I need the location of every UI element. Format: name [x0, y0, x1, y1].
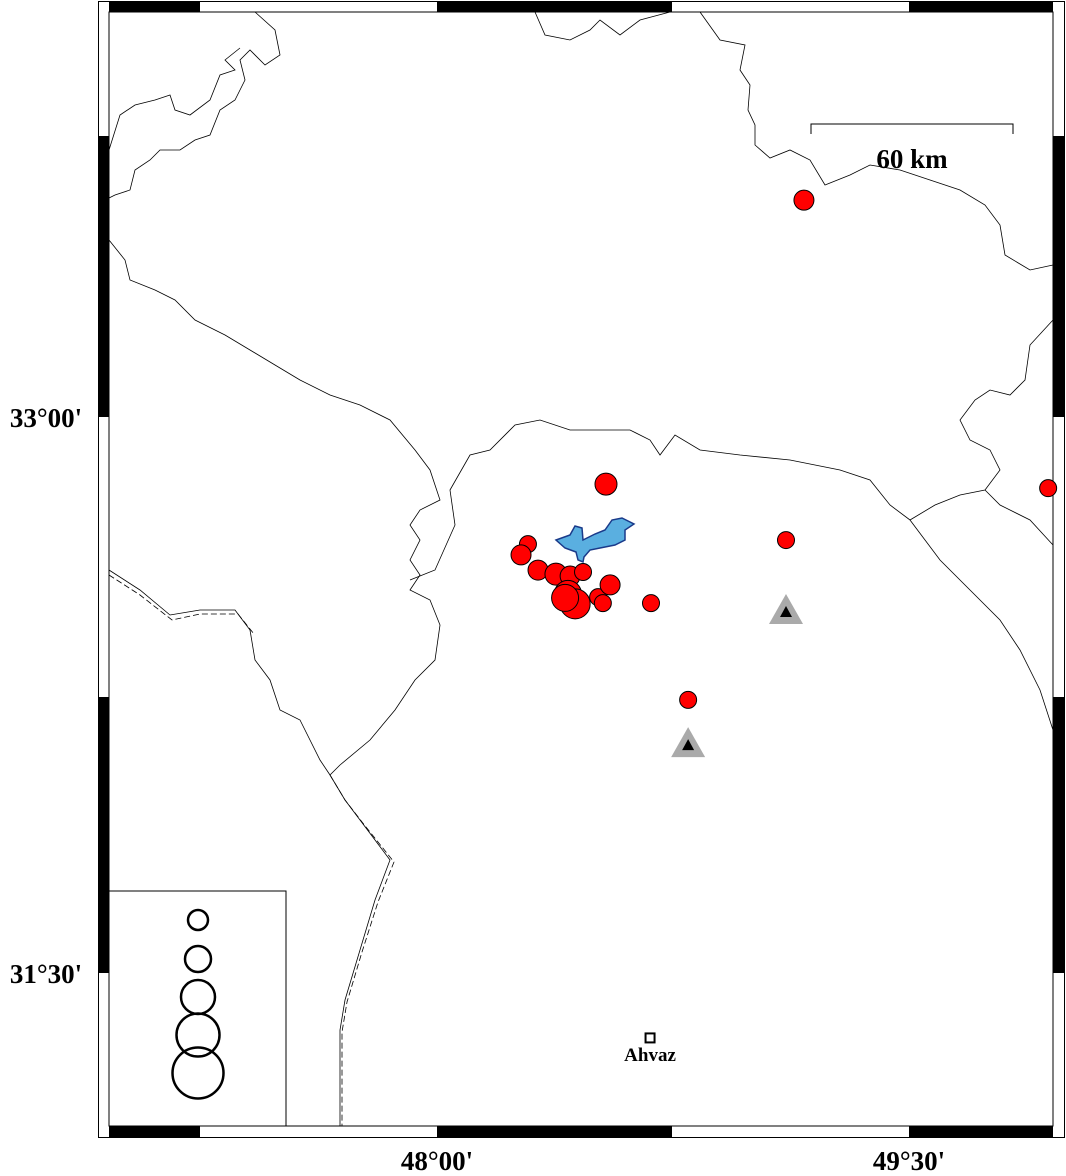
stations-layer: [671, 593, 804, 758]
lat-tick-label: 31°30': [10, 959, 82, 989]
earthquake-event: [679, 690, 698, 709]
city-label: Ahvaz: [624, 1045, 676, 1066]
legend-circle: [171, 1046, 225, 1100]
earthquake-event: [793, 189, 815, 211]
lon-tick-label: 48°00': [401, 1146, 473, 1176]
earthquake-event: [593, 594, 612, 613]
boundaries: [108, 11, 1054, 1126]
legend-box: [108, 890, 287, 1127]
lat-tick-label: 33°00': [10, 403, 82, 433]
earthquake-event: [1039, 479, 1058, 498]
lake: [554, 517, 636, 564]
scale-bar: [810, 123, 1014, 134]
city-square-icon: [644, 1032, 656, 1044]
legend-circle: [175, 1012, 221, 1058]
events-layer: [510, 189, 1058, 709]
lon-tick-label: 49°30': [873, 1146, 945, 1176]
earthquake-event: [510, 544, 532, 566]
legend-circle: [183, 944, 213, 974]
scale-bar-label: 60 km: [876, 144, 948, 174]
magnitude-legend: [171, 908, 225, 1100]
outer-frame: [98, 1, 1065, 1138]
legend-circle: [186, 908, 210, 932]
earthquake-event: [641, 594, 660, 613]
earthquake-event: [777, 531, 796, 550]
earthquake-event: [551, 583, 580, 612]
station-inner-triangle: [682, 739, 695, 751]
frame-ticks: [99, 2, 1064, 1137]
earthquake-event: [599, 574, 621, 596]
earthquake-event: [594, 472, 618, 496]
earthquake-event: [574, 562, 593, 581]
station-inner-triangle: [780, 605, 793, 617]
